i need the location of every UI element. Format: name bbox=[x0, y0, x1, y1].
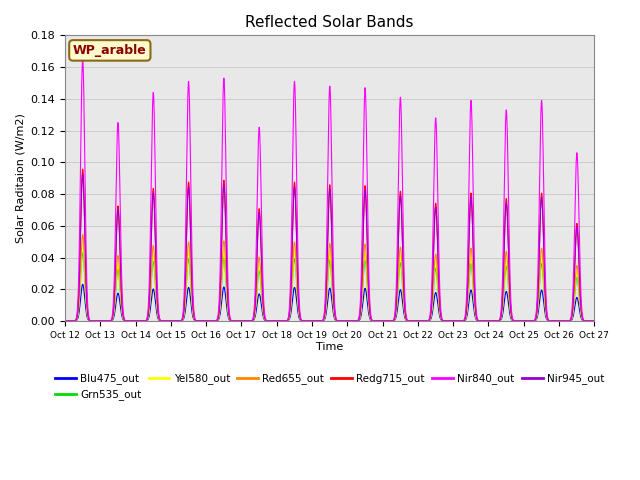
Nir840_out bbox=[544, 315, 552, 321]
Yel580_out bbox=[544, 317, 552, 323]
Nir840_out bbox=[79, 56, 86, 62]
Red655_out bbox=[484, 318, 492, 324]
Line: Blu475_out: Blu475_out bbox=[65, 284, 595, 321]
Nir945_out bbox=[79, 171, 86, 177]
Red655_out bbox=[345, 318, 353, 324]
Nir840_out bbox=[591, 318, 598, 324]
Redg715_out bbox=[484, 318, 492, 324]
Yel580_out bbox=[556, 318, 563, 324]
Blu475_out bbox=[559, 318, 566, 324]
Yel580_out bbox=[484, 318, 492, 324]
Line: Nir840_out: Nir840_out bbox=[65, 59, 595, 321]
Red655_out bbox=[559, 318, 566, 324]
Nir945_out bbox=[345, 318, 353, 324]
Grn535_out bbox=[556, 318, 563, 324]
Redg715_out bbox=[61, 318, 69, 324]
Line: Redg715_out: Redg715_out bbox=[65, 169, 595, 321]
Red655_out bbox=[556, 318, 563, 324]
Nir840_out bbox=[484, 318, 492, 324]
Blu475_out bbox=[209, 318, 217, 324]
X-axis label: Time: Time bbox=[316, 343, 343, 352]
Blu475_out bbox=[345, 318, 353, 324]
Grn535_out bbox=[591, 318, 598, 324]
Yel580_out bbox=[559, 318, 566, 324]
Grn535_out bbox=[356, 312, 364, 318]
Nir840_out bbox=[556, 318, 563, 324]
Nir945_out bbox=[559, 318, 566, 324]
Nir840_out bbox=[209, 318, 217, 324]
Yel580_out bbox=[79, 242, 86, 248]
Blu475_out bbox=[556, 318, 563, 324]
Blu475_out bbox=[484, 318, 492, 324]
Redg715_out bbox=[209, 318, 217, 324]
Yel580_out bbox=[356, 312, 364, 318]
Yel580_out bbox=[345, 318, 353, 324]
Grn535_out bbox=[79, 250, 86, 256]
Yel580_out bbox=[591, 318, 598, 324]
Nir945_out bbox=[484, 318, 492, 324]
Grn535_out bbox=[484, 318, 492, 324]
Nir945_out bbox=[61, 318, 69, 324]
Line: Red655_out: Red655_out bbox=[65, 235, 595, 321]
Nir945_out bbox=[209, 318, 217, 324]
Blu475_out bbox=[544, 318, 552, 324]
Grn535_out bbox=[559, 318, 566, 324]
Yel580_out bbox=[209, 318, 217, 324]
Blu475_out bbox=[79, 281, 86, 287]
Nir945_out bbox=[556, 318, 563, 324]
Nir945_out bbox=[591, 318, 598, 324]
Line: Grn535_out: Grn535_out bbox=[65, 253, 595, 321]
Grn535_out bbox=[61, 318, 69, 324]
Y-axis label: Solar Raditaion (W/m2): Solar Raditaion (W/m2) bbox=[15, 113, 25, 243]
Red655_out bbox=[79, 232, 86, 238]
Blu475_out bbox=[591, 318, 598, 324]
Red655_out bbox=[591, 318, 598, 324]
Nir840_out bbox=[356, 297, 364, 303]
Redg715_out bbox=[559, 318, 566, 324]
Nir945_out bbox=[356, 306, 364, 312]
Blu475_out bbox=[61, 318, 69, 324]
Yel580_out bbox=[61, 318, 69, 324]
Title: Reflected Solar Bands: Reflected Solar Bands bbox=[245, 15, 414, 30]
Red655_out bbox=[61, 318, 69, 324]
Red655_out bbox=[356, 311, 364, 317]
Redg715_out bbox=[79, 166, 86, 172]
Red655_out bbox=[209, 318, 217, 324]
Grn535_out bbox=[544, 317, 552, 323]
Redg715_out bbox=[356, 306, 364, 312]
Nir840_out bbox=[559, 318, 566, 324]
Line: Nir945_out: Nir945_out bbox=[65, 174, 595, 321]
Nir840_out bbox=[345, 318, 353, 324]
Nir945_out bbox=[544, 316, 552, 322]
Line: Yel580_out: Yel580_out bbox=[65, 245, 595, 321]
Grn535_out bbox=[345, 318, 353, 324]
Legend: Blu475_out, Grn535_out, Yel580_out, Red655_out, Redg715_out, Nir840_out, Nir945_: Blu475_out, Grn535_out, Yel580_out, Red6… bbox=[51, 369, 609, 405]
Blu475_out bbox=[356, 315, 364, 321]
Redg715_out bbox=[556, 318, 563, 324]
Nir840_out bbox=[61, 318, 69, 324]
Redg715_out bbox=[345, 318, 353, 324]
Redg715_out bbox=[591, 318, 598, 324]
Red655_out bbox=[544, 317, 552, 323]
Grn535_out bbox=[209, 318, 217, 324]
Text: WP_arable: WP_arable bbox=[73, 44, 147, 57]
Redg715_out bbox=[544, 316, 552, 322]
